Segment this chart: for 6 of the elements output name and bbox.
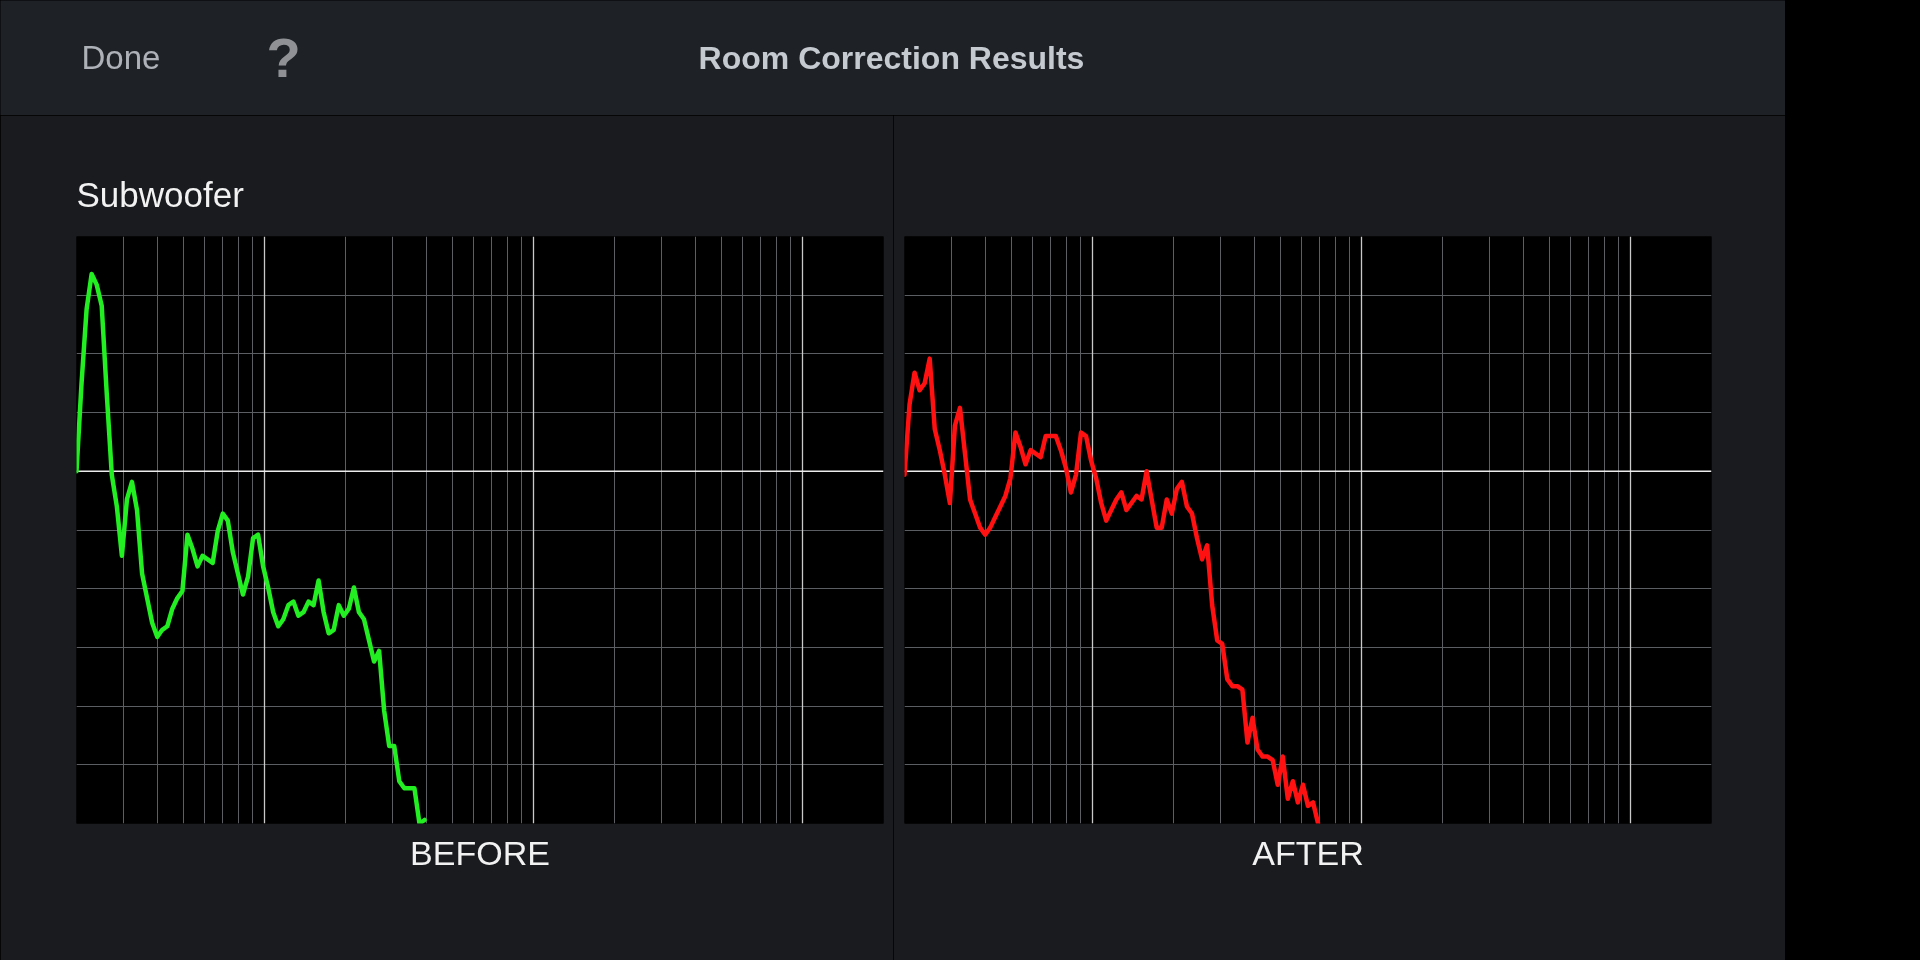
chart-subtitle: Subwoofer <box>76 175 245 214</box>
text: Done <box>81 39 161 76</box>
chart-title: Room Correction Results <box>698 39 1085 76</box>
text: ? <box>266 26 301 89</box>
x-axis-title: AFTER <box>1252 833 1364 872</box>
x-axis-title: BEFORE <box>410 833 550 872</box>
